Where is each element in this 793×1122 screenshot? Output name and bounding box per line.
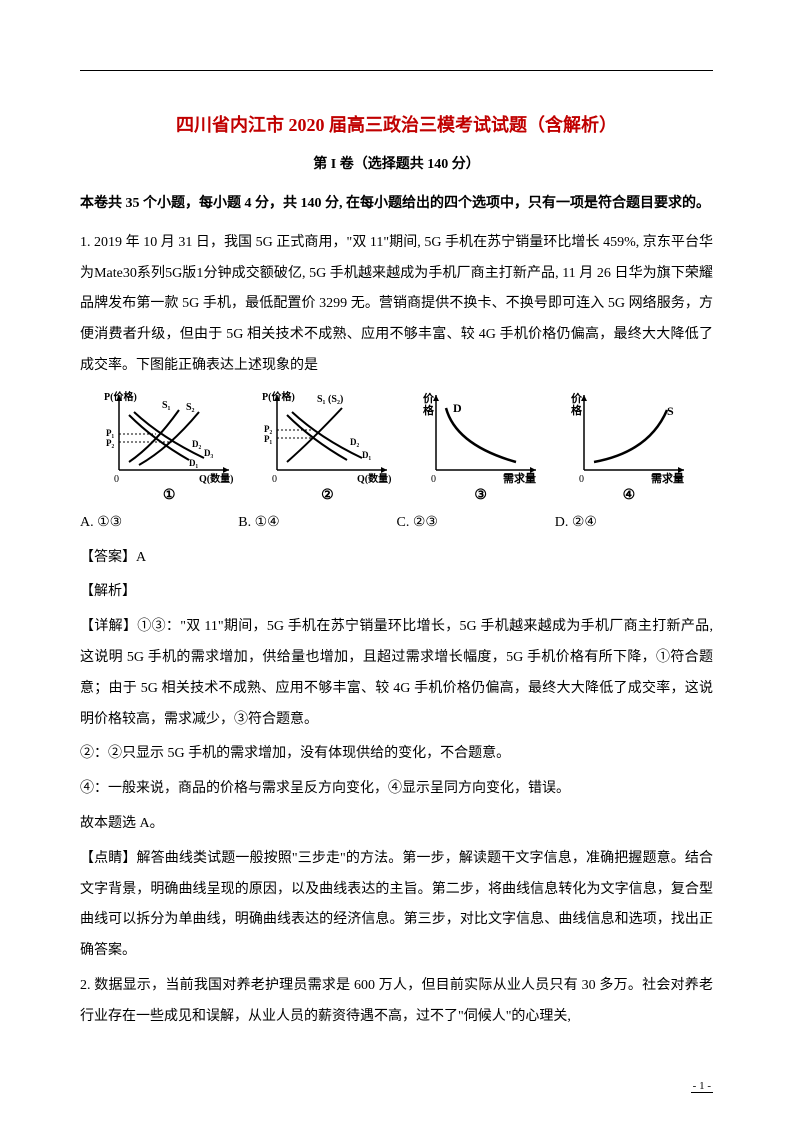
detail-2: ②：②只显示 5G 手机的需求增加，没有体现供给的变化，不合题意。 [80, 739, 713, 770]
exam-instruction: 本卷共 35 个小题，每小题 4 分，共 140 分, 在每小题给出的四个选项中… [80, 189, 713, 220]
svg-text:需求量: 需求量 [651, 471, 684, 485]
svg-text:P(价格): P(价格) [262, 390, 295, 403]
chart-4-label: ④ [569, 487, 689, 504]
svg-text:D₂: D₂ [192, 439, 201, 449]
options-row: A. ①③ B. ①④ C. ②③ D. ②④ [80, 508, 713, 539]
option-c: C. ②③ [397, 508, 555, 539]
svg-text:需求量: 需求量 [503, 471, 536, 485]
chart-1-label: ① [104, 487, 234, 504]
svg-text:0: 0 [431, 474, 436, 485]
chart-1: P(价格) Q(数量) 0 S₁ S₂ D₂ D₃ D₁ P₁ P₂ ① [104, 390, 234, 504]
charts-row: P(价格) Q(数量) 0 S₁ S₂ D₂ D₃ D₁ P₁ P₂ ① [80, 390, 713, 504]
svg-text:0: 0 [114, 474, 119, 485]
svg-text:0: 0 [272, 474, 277, 485]
svg-text:价: 价 [571, 392, 583, 405]
top-divider [80, 70, 713, 71]
option-d: D. ②④ [555, 508, 713, 539]
svg-text:S: S [667, 404, 674, 418]
answer: 【答案】A [80, 543, 713, 574]
svg-text:格: 格 [423, 403, 435, 417]
axis-label: P(价格) [104, 390, 137, 403]
page-number: - 1 - [691, 1080, 713, 1092]
svg-text:S₁: S₁ [162, 400, 171, 411]
svg-text:S₂: S₂ [186, 402, 195, 413]
svg-text:D₂: D₂ [350, 437, 359, 447]
svg-text:D₃: D₃ [204, 448, 213, 458]
svg-text:价: 价 [423, 392, 435, 405]
analysis-label: 【解析】 [80, 577, 713, 608]
svg-text:D₁: D₁ [362, 450, 371, 460]
chart-2: P(价格) Q(数量) 0 S₁ (S₂) D₂ D₁ P₂ P₁ ② [262, 390, 392, 504]
detail-3: ④：一般来说，商品的价格与需求呈反方向变化，④显示呈同方向变化，错误。 [80, 774, 713, 805]
chart-4: 价 格 需求量 0 S ④ [569, 390, 689, 504]
svg-text:S₁ (S₂): S₁ (S₂) [317, 394, 343, 405]
svg-text:格: 格 [571, 403, 583, 417]
option-b: B. ①④ [238, 508, 396, 539]
document-title: 四川省内江市 2020 届高三政治三模考试试题（含解析） [80, 111, 713, 137]
svg-text:D: D [453, 401, 462, 415]
svg-text:P₁: P₁ [106, 428, 114, 438]
svg-text:P₂: P₂ [106, 438, 114, 448]
svg-text:D₁: D₁ [189, 458, 198, 468]
detail-4: 故本题选 A。 [80, 809, 713, 840]
detail-1: 【详解】①③："双 11"期间，5G 手机在苏宁销量环比增长，5G 手机越来越成… [80, 612, 713, 735]
svg-text:P₁: P₁ [264, 434, 272, 444]
option-a: A. ①③ [80, 508, 238, 539]
chart-3: 价 格 需求量 0 D ③ [421, 390, 541, 504]
question-1-text: 1. 2019 年 10 月 31 日，我国 5G 正式商用，"双 11"期间,… [80, 228, 713, 382]
document-subtitle: 第 I 卷（选择题共 140 分） [80, 153, 713, 173]
chart-3-label: ③ [421, 487, 541, 504]
chart-2-label: ② [262, 487, 392, 504]
tip: 【点睛】解答曲线类试题一般按照"三步走"的方法。第一步，解读题干文字信息，准确把… [80, 844, 713, 967]
svg-text:0: 0 [579, 474, 584, 485]
question-2-text: 2. 数据显示，当前我国对养老护理员需求是 600 万人，但目前实际从业人员只有… [80, 971, 713, 1033]
svg-text:Q(数量): Q(数量) [357, 472, 391, 485]
svg-text:Q(数量): Q(数量) [199, 472, 233, 485]
svg-text:P₂: P₂ [264, 424, 272, 434]
